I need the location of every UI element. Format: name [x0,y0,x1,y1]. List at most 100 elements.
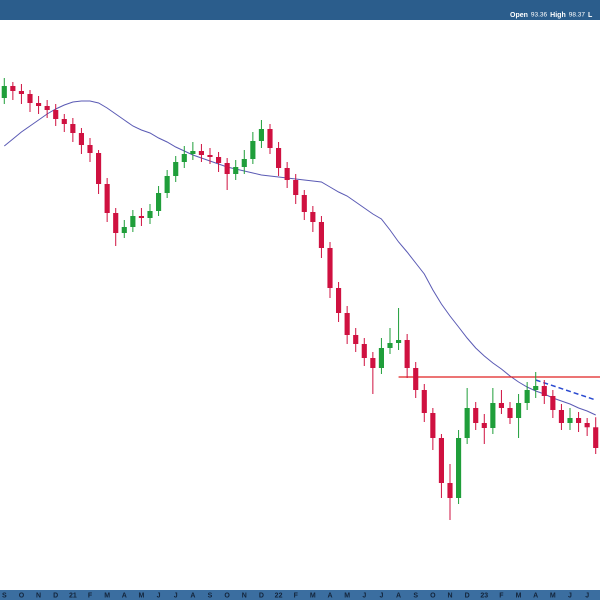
candle-body [378,348,384,368]
header-item: Open [510,12,528,19]
x-tick-label: M [550,592,556,599]
candle-body [258,129,264,141]
candle-body [18,91,24,94]
candle-body [1,86,7,98]
x-tick-label: F [294,592,299,599]
candle-body [276,148,282,168]
x-tick-label: F [88,592,93,599]
candle-body [576,418,582,423]
candle-body [233,167,239,174]
candle-body [181,154,187,162]
x-tick-label: N [447,592,452,599]
candle-body [541,386,547,396]
candle-body [53,110,59,119]
header-item: 98.37 [569,12,586,19]
candle-body [584,423,590,428]
candle-body [396,340,402,343]
candle-body [27,94,33,103]
candle-body [121,227,127,233]
candle-body [104,184,110,213]
candle-body [438,438,444,483]
moving-average [3,100,596,416]
header-item: L [588,12,593,19]
x-tick-label: 23 [480,592,488,599]
candle-body [593,427,599,448]
x-tick-label: N [36,592,41,599]
x-tick-label: A [396,592,401,599]
candle-body [267,129,273,148]
candle-body [173,162,179,176]
candle-body [156,193,162,211]
header-item: 93.36 [531,12,548,19]
x-tick-label: J [362,592,366,599]
candle-body [70,124,76,133]
header-item: High [550,12,566,19]
candle-body [524,390,530,403]
trend-line [535,379,596,401]
candle-body [190,151,196,154]
candle-body [87,145,93,153]
candle-body [413,368,419,390]
x-tick-label: M [516,592,522,599]
x-tick-label: D [259,592,264,599]
candle-body [284,168,290,180]
x-tick-label: O [19,592,25,599]
candle-body [447,483,453,498]
x-tick-label: M [104,592,110,599]
candle-body [130,216,136,227]
candle-body [61,119,67,124]
x-tick-label: N [242,592,247,599]
x-tick-label: O [430,592,436,599]
candle-body [198,151,204,155]
candle-body [387,343,393,348]
candle-body [44,106,50,110]
x-tick-label: M [344,592,350,599]
candle-body [490,403,496,428]
x-tick-label: S [2,592,7,599]
x-tick-label: J [174,592,178,599]
x-tick-label: D [465,592,470,599]
x-tick-label: S [413,592,418,599]
candle-body [250,141,256,159]
candle-body [533,386,539,390]
candle-body [567,418,573,423]
axis-bar [0,590,600,600]
candle-body [550,396,556,410]
candle-body [421,390,427,413]
x-tick-label: J [568,592,572,599]
candle-body [224,163,230,174]
candle-body [456,438,462,498]
candle-body [327,248,333,288]
x-tick-label: J [157,592,161,599]
x-tick-label: J [585,592,589,599]
x-tick-label: A [533,592,538,599]
candle-body [558,410,564,423]
candle-body [507,408,513,418]
candle-body [207,155,213,157]
candle-body [301,195,307,212]
candle-body [36,103,42,106]
x-tick-label: 21 [69,592,77,599]
candle-body [138,216,144,218]
x-tick-label: M [310,592,316,599]
x-tick-label: A [190,592,195,599]
candle-body [293,180,299,195]
candle-body [516,403,522,418]
x-tick-label: A [327,592,332,599]
x-tick-label: A [122,592,127,599]
x-tick-label: F [499,592,504,599]
candle-body [481,423,487,428]
candle-body [464,408,470,438]
x-tick-label: 22 [275,592,283,599]
header-text: Open 93.36 High 98.37 L [510,12,593,19]
candle-body [370,358,376,368]
candle-body [310,212,316,222]
x-tick-label: O [224,592,230,599]
candle-body [318,222,324,248]
candle-body [10,86,16,91]
candle-body [147,211,153,218]
candle-body [78,133,84,145]
candle-body [96,153,102,184]
